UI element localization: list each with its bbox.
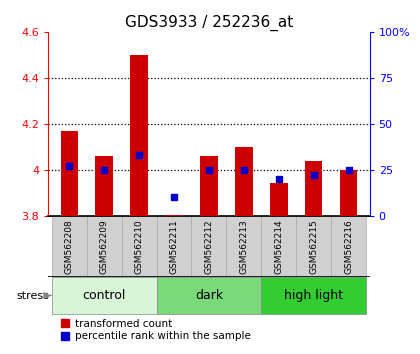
Point <box>276 176 282 182</box>
Bar <box>157 277 261 314</box>
Bar <box>270 183 288 216</box>
Point <box>241 167 247 172</box>
Text: dark: dark <box>195 289 223 302</box>
Bar <box>200 156 218 216</box>
Bar <box>226 216 261 277</box>
Text: GSM562211: GSM562211 <box>170 219 178 274</box>
Point <box>310 172 317 178</box>
Point <box>171 194 177 200</box>
Text: GSM562216: GSM562216 <box>344 219 353 274</box>
Bar <box>340 170 357 216</box>
Text: GSM562210: GSM562210 <box>134 219 144 274</box>
Point <box>101 167 108 172</box>
Bar <box>157 216 192 277</box>
Bar <box>52 216 87 277</box>
Bar <box>305 160 323 216</box>
Bar <box>192 216 226 277</box>
Title: GDS3933 / 252236_at: GDS3933 / 252236_at <box>125 14 293 30</box>
Bar <box>235 147 252 216</box>
Bar <box>52 277 157 314</box>
Text: GSM562215: GSM562215 <box>309 219 318 274</box>
Point <box>136 152 142 158</box>
Bar <box>122 216 157 277</box>
Text: stress: stress <box>16 291 49 301</box>
Point <box>66 163 73 169</box>
Bar <box>261 216 296 277</box>
Text: control: control <box>82 289 126 302</box>
Point <box>206 167 213 172</box>
Bar <box>165 215 183 216</box>
Bar <box>261 277 366 314</box>
Legend: transformed count, percentile rank within the sample: transformed count, percentile rank withi… <box>60 318 252 342</box>
Text: GSM562213: GSM562213 <box>239 219 248 274</box>
Bar <box>95 156 113 216</box>
Text: GSM562208: GSM562208 <box>65 219 74 274</box>
Text: GSM562212: GSM562212 <box>205 219 213 274</box>
Point <box>345 167 352 172</box>
Bar <box>130 55 148 216</box>
Text: GSM562209: GSM562209 <box>100 219 109 274</box>
Bar <box>331 216 366 277</box>
Bar <box>60 131 78 216</box>
Text: high light: high light <box>284 289 343 302</box>
Bar <box>296 216 331 277</box>
Bar <box>87 216 122 277</box>
Text: GSM562214: GSM562214 <box>274 219 284 274</box>
